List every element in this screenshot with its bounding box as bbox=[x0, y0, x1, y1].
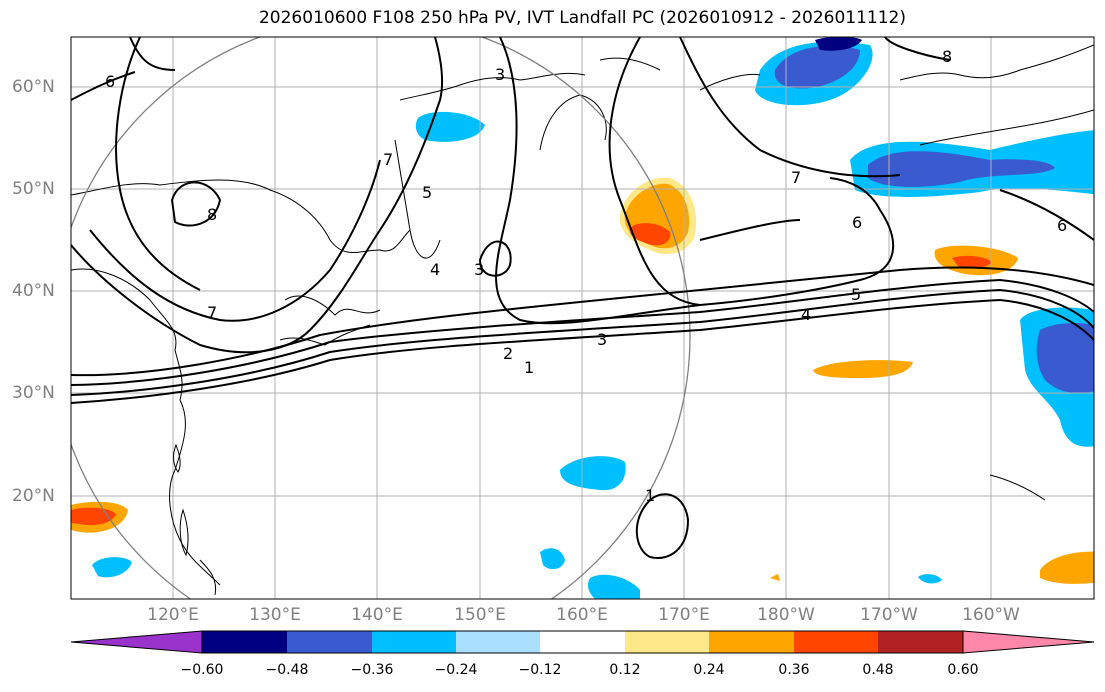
map-frame bbox=[70, 36, 1095, 600]
positive-anomaly-shading bbox=[770, 574, 780, 581]
negative-anomaly-shading bbox=[868, 151, 1055, 187]
contour-label: 1 bbox=[645, 486, 655, 505]
lat-label: 60°N bbox=[12, 77, 55, 97]
negative-anomaly-shading bbox=[815, 37, 862, 51]
lon-label: 170°E bbox=[658, 605, 710, 625]
colorbar-tick-label: 0.60 bbox=[947, 662, 979, 678]
lon-label: 160°E bbox=[556, 605, 608, 625]
colorbar-tick-label: −0.60 bbox=[180, 662, 224, 678]
contour-label: 6 bbox=[852, 213, 862, 232]
contour-label: 3 bbox=[495, 65, 505, 84]
landfall-region-circle bbox=[71, 37, 691, 599]
gridlines bbox=[71, 37, 1094, 599]
positive-anomaly-shading bbox=[1040, 551, 1094, 584]
lon-label: 180°W bbox=[757, 605, 815, 625]
contour-label: 2 bbox=[503, 344, 513, 363]
contour-labels: 6 3 8 5 4 3 7 7 5 4 3 2 1 7 6 6 8 1 bbox=[105, 47, 1067, 505]
lat-label: 20°N bbox=[12, 486, 55, 506]
contour-label: 3 bbox=[474, 260, 484, 279]
positive-anomaly-shading bbox=[813, 360, 913, 378]
lat-label: 30°N bbox=[12, 383, 55, 403]
contour-label: 7 bbox=[383, 150, 393, 169]
colorbar-segment bbox=[287, 631, 372, 653]
positive-anomaly-shading bbox=[629, 223, 671, 246]
colorbar-segment bbox=[625, 631, 709, 653]
contour-label: 5 bbox=[422, 183, 432, 202]
contour-label: 1 bbox=[524, 358, 534, 377]
negative-anomaly-shading bbox=[560, 456, 626, 491]
colorbar-extend-low bbox=[70, 630, 203, 654]
lon-label: 130°E bbox=[249, 605, 301, 625]
colorbar-tick-label: 0.36 bbox=[778, 662, 810, 678]
colorbar-tick-label: 0.24 bbox=[693, 662, 725, 678]
contour-label: 5 bbox=[851, 285, 861, 304]
lon-label: 120°E bbox=[147, 605, 199, 625]
contour-label: 4 bbox=[430, 260, 440, 279]
negative-anomaly-shading bbox=[540, 548, 565, 570]
contour-label: 4 bbox=[801, 305, 811, 324]
lon-label: 150°E bbox=[454, 605, 506, 625]
colorbar-extend-high bbox=[962, 630, 1095, 654]
colorbar-segment bbox=[372, 631, 456, 653]
colorbar-segment bbox=[709, 631, 794, 653]
contour-label: 6 bbox=[105, 72, 115, 91]
contour-label: 8 bbox=[942, 47, 952, 66]
contour-label: 6 bbox=[1057, 216, 1067, 235]
negative-anomaly-shading bbox=[587, 574, 640, 599]
coastlines bbox=[71, 44, 1094, 596]
colorbar-segment bbox=[794, 631, 878, 653]
lon-label: 170°W bbox=[860, 605, 918, 625]
colorbar-tick-label: 0.12 bbox=[609, 662, 641, 678]
colorbar-segment bbox=[878, 631, 963, 653]
negative-anomaly-shading bbox=[92, 557, 132, 578]
pv-contours bbox=[71, 37, 1094, 559]
colorbar-tick-label: −0.24 bbox=[434, 662, 478, 678]
colorbar-tick-label: −0.36 bbox=[350, 662, 394, 678]
negative-anomaly-shading bbox=[774, 46, 860, 89]
lat-label: 40°N bbox=[12, 281, 55, 301]
negative-anomaly-shading bbox=[1036, 323, 1094, 393]
positive-anomaly-shading bbox=[952, 255, 992, 269]
lon-label: 160°W bbox=[962, 605, 1020, 625]
colorbar-tick-label: −0.12 bbox=[518, 662, 562, 678]
colorbar-segment bbox=[202, 631, 287, 653]
negative-anomaly-shading bbox=[918, 574, 942, 584]
contour-label: 3 bbox=[597, 330, 607, 349]
lon-label: 140°E bbox=[351, 605, 403, 625]
contour-label: 8 bbox=[207, 205, 217, 224]
colorbar-tick-label: 0.48 bbox=[862, 662, 894, 678]
contour-label: 7 bbox=[207, 303, 217, 322]
colorbar-segment bbox=[456, 631, 540, 653]
contour-label: 7 bbox=[791, 168, 801, 187]
colorbar-segment bbox=[540, 631, 625, 653]
colorbar-tick-label: −0.48 bbox=[265, 662, 309, 678]
lat-label: 50°N bbox=[12, 179, 55, 199]
map-title: 2026010600 F108 250 hPa PV, IVT Landfall… bbox=[258, 8, 906, 28]
